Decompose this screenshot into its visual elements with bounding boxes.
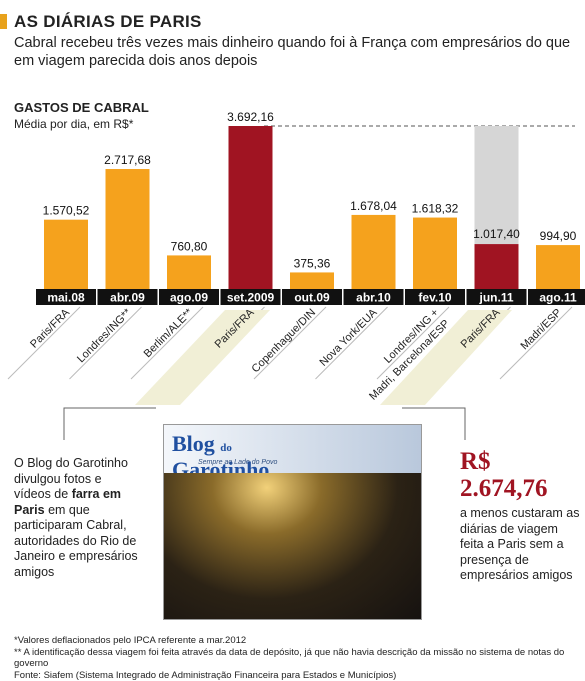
category-label-0: mai.08 [47, 291, 85, 305]
note-savings: R$ 2.674,76 a menos custaram as diárias … [460, 448, 580, 584]
highlight-band-2009 [135, 310, 270, 405]
party-photo [164, 473, 421, 619]
category-label-3: set.2009 [227, 291, 275, 305]
category-label-6: fev.10 [418, 291, 451, 305]
savings-currency: R$ [460, 448, 580, 475]
category-label-4: out.09 [294, 291, 330, 305]
destination-label-1: Londres/ING** [75, 306, 134, 365]
footnote-1: *Valores deflacionados pelo IPCA referen… [14, 635, 584, 647]
value-label-1: 2.717,68 [104, 153, 151, 167]
savings-amount: 2.674,76 [460, 475, 580, 502]
bar-8 [536, 245, 580, 289]
destination-label-5: Nova York/EUA [318, 306, 381, 369]
value-label-8: 994,90 [540, 229, 577, 243]
category-label-2: ago.09 [170, 291, 208, 305]
blog-photo: Blog do Garotinho Sempre ao Lado do Povo [163, 424, 422, 620]
category-label-8: ago.11 [539, 291, 577, 305]
value-label-5: 1.678,04 [350, 199, 397, 213]
destination-label-0: Paris/FRA [28, 306, 72, 350]
value-label-2: 760,80 [171, 239, 208, 253]
bar-2 [167, 255, 211, 289]
bar-4 [290, 272, 334, 289]
bar-6 [413, 218, 457, 289]
destination-label-8: Madri/ESP [518, 307, 564, 353]
blog-tagline: Sempre ao Lado do Povo [198, 459, 277, 466]
value-label-0: 1.570,52 [43, 204, 90, 218]
value-label-6: 1.618,32 [412, 202, 459, 216]
value-label-4: 375,36 [294, 256, 331, 270]
blog-header: Blog do Garotinho Sempre ao Lado do Povo [164, 425, 421, 473]
value-label-3: 3.692,16 [227, 110, 274, 124]
category-label-1: abr.09 [110, 291, 145, 305]
bar-5 [352, 215, 396, 289]
footnotes: *Valores deflacionados pelo IPCA referen… [14, 635, 584, 681]
note-blog: O Blog do Garotinho divulgou fotos e víd… [14, 456, 139, 580]
category-label-7: jun.11 [478, 291, 513, 305]
bar-3 [229, 126, 273, 289]
bar-7 [475, 244, 519, 289]
category-label-5: abr.10 [356, 291, 391, 305]
bar-1 [106, 169, 150, 289]
footnote-2: ** A identificação dessa viagem foi feit… [14, 647, 584, 670]
connector-left [64, 408, 156, 440]
savings-text: a menos custaram as diárias de viagem fe… [460, 506, 580, 584]
bar-0 [44, 220, 88, 289]
footnote-3: Fonte: Siafem (Sistema Integrado de Admi… [14, 670, 584, 681]
value-label-7: 1.017,40 [473, 227, 520, 241]
